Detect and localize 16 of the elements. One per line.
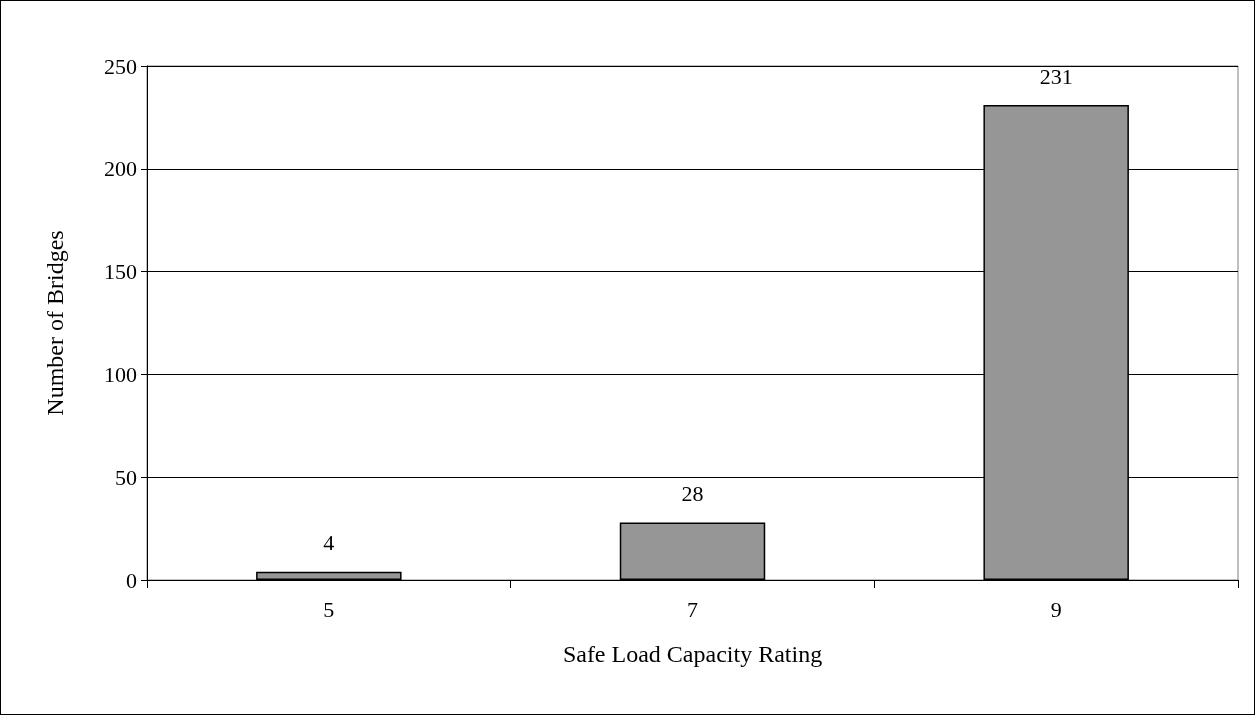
y-axis-title: Number of Bridges (42, 230, 68, 416)
y-tick-label: 100 (104, 361, 137, 387)
x-tick-label: 9 (1050, 596, 1062, 622)
y-tick-label: 250 (104, 53, 137, 79)
y-tick-label: 0 (126, 567, 137, 593)
data-label: 28 (681, 480, 704, 506)
y-tick-label: 200 (104, 156, 137, 182)
bar (256, 571, 402, 580)
x-axis-title: Safe Load Capacity Rating (562, 641, 823, 667)
x-tick-label: 7 (687, 596, 698, 622)
bar (619, 522, 766, 580)
y-tick-label: 50 (115, 464, 137, 490)
data-label: 231 (1039, 63, 1073, 89)
x-tick-label: 5 (323, 596, 335, 622)
y-tick-label: 150 (104, 259, 137, 285)
data-label: 4 (323, 530, 335, 556)
